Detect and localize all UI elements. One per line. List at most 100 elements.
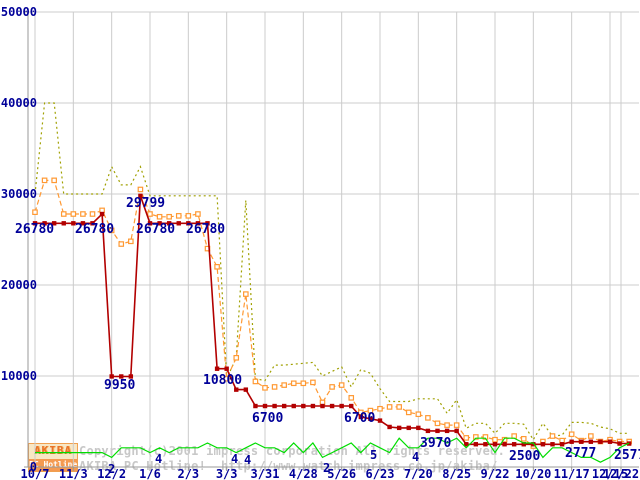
price-label: 3970: [420, 436, 451, 451]
series-lowest-price-marker: [119, 374, 124, 379]
y-axis-label: 0: [30, 460, 37, 474]
series-lowest-price-marker: [301, 403, 306, 409]
x-axis-label: 4/28: [289, 467, 318, 480]
series-average-price-marker: [223, 375, 230, 382]
series-average-price-marker: [492, 436, 498, 443]
series-average-price-marker: [549, 433, 556, 439]
shop-count-label: 5: [370, 448, 377, 462]
series-average-price-marker: [453, 422, 460, 428]
series-average-price-marker: [281, 382, 287, 388]
series-average-price-marker: [128, 238, 134, 245]
price-label: 9950: [104, 378, 135, 393]
series-lowest-price-marker: [559, 442, 565, 447]
series-average-price-marker: [463, 435, 470, 441]
price-label: 2577: [614, 448, 640, 463]
x-axis-label: 3/31: [251, 467, 280, 480]
series-lowest-price-marker: [464, 442, 469, 447]
series-average-price-marker: [310, 379, 316, 386]
series-lowest-price-marker: [109, 374, 114, 379]
series-lowest-price-marker: [531, 442, 536, 447]
series-lowest-price-marker: [243, 387, 249, 392]
series-lowest-price-marker: [473, 442, 479, 447]
series-lowest-price-marker: [253, 403, 258, 409]
series-average-price-marker: [214, 264, 220, 270]
series-lowest-price-marker: [157, 221, 162, 226]
series-lowest-price-marker: [205, 221, 210, 226]
series-average-price-marker: [290, 380, 297, 387]
series-lowest-price-marker: [147, 221, 153, 226]
series-lowest-price-marker: [588, 439, 594, 444]
copyright-watermark-line2: AKIBA PC Hotline! http://www.watch.impre…: [79, 459, 498, 473]
series-lowest-price-marker: [281, 403, 287, 409]
series-average-price-marker: [70, 211, 77, 217]
series-average-price-marker: [175, 213, 182, 219]
x-axis-label: 11/3: [59, 467, 88, 480]
y-axis-label: 40000: [1, 96, 37, 110]
series-shop-count-line: [35, 437, 630, 463]
shop-count-label: 2: [323, 461, 330, 475]
series-average-price-marker: [51, 177, 57, 184]
series-lowest-price-marker: [569, 439, 574, 444]
series-average-price-marker: [348, 395, 355, 401]
series-lowest-price-marker: [492, 442, 498, 447]
series-lowest-price-marker: [176, 221, 181, 226]
series-average-price-marker: [568, 431, 575, 438]
price-label: 6700: [252, 411, 283, 426]
y-axis-label: 20000: [1, 278, 37, 292]
x-axis-label: 12/15: [592, 467, 628, 480]
x-axis-label: 7/20: [404, 467, 433, 480]
series-lowest-price-marker: [511, 442, 517, 447]
series-lowest-price-marker: [224, 366, 229, 371]
series-lowest-price-marker: [71, 221, 76, 226]
series-average-price-marker: [147, 211, 153, 217]
series-average-price-marker: [108, 227, 115, 234]
series-average-price-marker: [405, 409, 412, 416]
series-average-price-marker: [396, 404, 402, 410]
series-lowest-price-marker: [483, 442, 488, 447]
series-average-price-marker: [252, 378, 259, 385]
y-axis-label: 10000: [1, 369, 37, 383]
price-label: 2500: [509, 449, 540, 464]
series-lowest-price-marker: [32, 221, 38, 226]
series-average-price-marker: [80, 211, 86, 217]
price-label: 26780: [186, 222, 225, 237]
x-axis-label: 10/20: [515, 467, 551, 480]
series-average-price-marker: [425, 415, 431, 421]
price-label: 26780: [15, 222, 54, 237]
y-axis-label: 50000: [1, 5, 37, 19]
series-lowest-price-marker: [358, 414, 364, 420]
x-axis-label: 3/3: [216, 467, 238, 480]
series-average-price-marker: [358, 409, 364, 416]
shop-count-label: 2: [108, 462, 115, 476]
series-average-price-marker: [444, 422, 450, 428]
shop-count-label: 4: [412, 450, 419, 464]
series-average-price-marker: [377, 405, 383, 412]
series-lowest-price-marker: [521, 442, 526, 447]
series-lowest-price-marker: [195, 221, 201, 226]
series-average-price-marker: [166, 213, 172, 220]
series-lowest-price-marker: [291, 403, 296, 409]
price-label: 10800: [203, 373, 242, 388]
series-lowest-price-marker: [502, 442, 507, 447]
series-lowest-price-marker: [607, 439, 613, 444]
price-label: 2777: [565, 446, 596, 461]
series-average-price-marker: [520, 435, 527, 442]
series-lowest-price-marker: [444, 428, 450, 434]
series-lowest-price-marker: [310, 403, 316, 409]
series-lowest-price-marker: [138, 193, 143, 199]
series-lowest-price-marker: [51, 221, 57, 226]
series-lowest-price-marker: [186, 221, 191, 226]
x-axis-label: 1/6: [139, 467, 161, 480]
series-average-price-marker: [185, 213, 192, 219]
series-average-price-marker: [89, 211, 96, 217]
series-lowest-price-marker: [42, 221, 47, 226]
pc-hotline-logo-text: PC Hotline!: [29, 459, 77, 471]
series-lowest-price-marker: [262, 403, 268, 409]
price-label: 26780: [136, 222, 175, 237]
price-label: 6700: [344, 411, 375, 426]
series-average-price-marker: [60, 211, 67, 217]
y-axis-label: 30000: [1, 187, 37, 201]
x-axis-label: 9/22: [481, 467, 510, 480]
series-lowest-price-marker: [214, 366, 220, 371]
x-axis-label: 12/22: [603, 467, 639, 480]
